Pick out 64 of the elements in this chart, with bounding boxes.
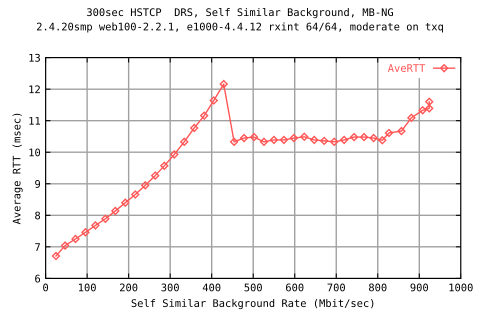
x-tick-label: 600 <box>286 284 304 292</box>
point <box>111 206 120 216</box>
x-tick-label: 400 <box>202 284 220 292</box>
point <box>190 124 198 132</box>
point <box>101 214 110 223</box>
point <box>180 138 188 146</box>
point <box>71 234 80 244</box>
y-tick-label: 8 <box>35 212 40 220</box>
y-tick-label: 11 <box>29 117 40 125</box>
point <box>141 181 150 190</box>
point <box>280 136 288 144</box>
point <box>230 138 238 146</box>
y-axis-title: Average RTT (msec) <box>12 114 23 224</box>
point <box>384 128 394 138</box>
point <box>121 198 130 207</box>
y-tick-label: 10 <box>29 148 40 156</box>
point <box>81 228 90 236</box>
point <box>170 150 178 159</box>
y-tick-label: 13 <box>29 54 40 62</box>
x-tick-label: 500 <box>244 284 262 292</box>
point <box>220 80 228 88</box>
y-tick-label: 7 <box>35 243 40 251</box>
point <box>360 132 368 142</box>
point <box>350 132 358 142</box>
y-tick-label: 9 <box>35 180 40 188</box>
point <box>131 190 140 199</box>
chart-subtitle: 2.4.20smp web100-2.2.1, e1000-4.4.12 rxint 64/64, moderate on txq <box>36 22 443 33</box>
point <box>200 112 208 120</box>
point <box>397 126 406 136</box>
point <box>270 136 278 144</box>
point <box>60 241 70 250</box>
point <box>260 138 268 146</box>
point <box>407 114 416 122</box>
y-tick-label: 12 <box>29 85 40 94</box>
point <box>240 134 248 142</box>
point <box>300 132 308 141</box>
x-tick-label: 0 <box>43 284 48 292</box>
point <box>91 221 100 230</box>
point <box>310 136 318 144</box>
x-tick-label: 300 <box>161 284 179 292</box>
point <box>340 136 348 144</box>
x-tick-label: 200 <box>120 284 138 292</box>
point <box>425 104 434 113</box>
y-tick-label: 6 <box>35 274 40 283</box>
x-tick-label: 1000 <box>450 284 473 292</box>
x-axis-title: Self Similar Background Rate (Mbit/sec) <box>132 298 374 310</box>
point <box>250 132 258 142</box>
x-tick-label: 700 <box>328 284 345 292</box>
point <box>160 162 168 170</box>
x-tick-label: 900 <box>410 284 428 292</box>
point <box>418 106 427 114</box>
point <box>425 98 434 106</box>
point <box>52 252 60 260</box>
legend-label: AveRTT <box>388 64 426 72</box>
point <box>290 134 298 142</box>
x-tick-label: 800 <box>369 284 386 292</box>
point <box>330 138 338 146</box>
point <box>369 134 378 142</box>
x-tick-label: 100 <box>78 284 96 292</box>
chart-title: 300sec HSTCP DRS, Self Similar Background, MB-NG <box>87 8 393 18</box>
point <box>210 96 218 105</box>
point <box>378 136 386 144</box>
point <box>151 171 160 180</box>
point <box>320 136 328 146</box>
